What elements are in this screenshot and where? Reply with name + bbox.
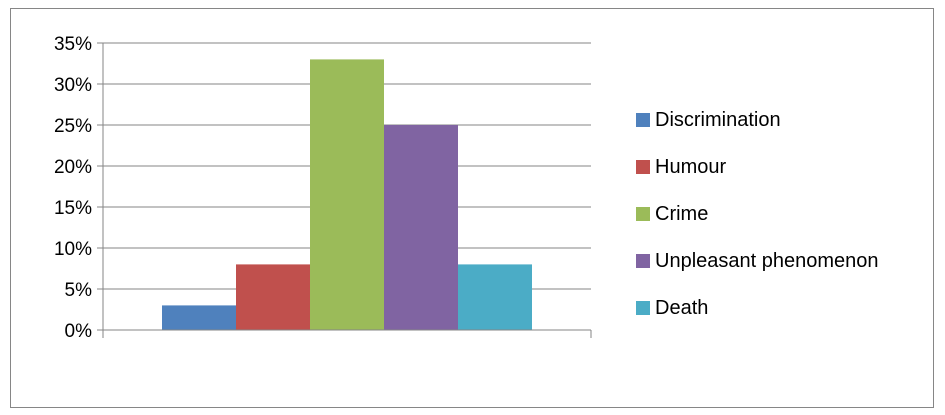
y-tick-label: 10% [54,239,92,260]
legend-swatch [636,301,650,315]
y-tick-label: 35% [54,34,92,55]
legend: Discrimination Humour Crime Unpleasant phen… [636,109,879,319]
legend-swatch [636,160,650,174]
y-tick-label: 5% [65,280,93,301]
bar-humour [236,264,310,330]
legend-label: Discrimination [655,109,781,131]
y-tick-label: 25% [54,116,92,137]
bar-crime [310,59,384,331]
y-tick-label: 30% [54,75,92,96]
axes: 0% 5% 10% 15% 20% 25% 30% 35% [54,34,592,342]
legend-label: Unpleasant phenomenon [655,250,879,272]
bar-death [458,264,532,330]
legend-swatch [636,207,650,221]
legend-label: Death [655,297,708,319]
legend-swatch [636,254,650,268]
bars [162,59,532,331]
legend-label: Crime [655,203,708,225]
y-tick-label: 15% [54,198,92,219]
y-tick-label: 0% [65,321,93,342]
legend-swatch [636,113,650,127]
bar-unpleasant-phenomenon [384,125,458,330]
legend-label: Humour [655,156,726,178]
chart-frame [10,8,934,408]
y-tick-label: 20% [54,157,92,178]
bar-discrimination [162,305,236,330]
